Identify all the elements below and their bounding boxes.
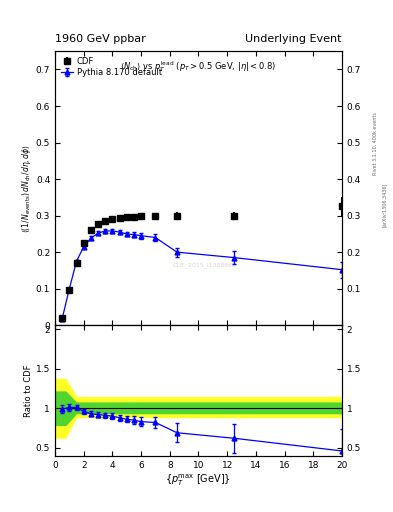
Text: [arXiv:1306.3436]: [arXiv:1306.3436]	[382, 183, 387, 227]
Legend: CDF, Pythia 8.170 default: CDF, Pythia 8.170 default	[59, 55, 163, 78]
Y-axis label: Ratio to CDF: Ratio to CDF	[24, 364, 33, 417]
Text: Rivet 3.1.10, 400k events: Rivet 3.1.10, 400k events	[373, 112, 378, 175]
Text: $\langle N_\mathrm{ch}\rangle$ vs $p_T^\mathrm{lead}$ ($p_T > 0.5$ GeV, $|\eta| : $\langle N_\mathrm{ch}\rangle$ vs $p_T^\…	[120, 59, 277, 74]
X-axis label: $\{p_T^\mathrm{max}$ [GeV]$\}$: $\{p_T^\mathrm{max}$ [GeV]$\}$	[165, 472, 231, 488]
Text: CDF_2015_I1388868: CDF_2015_I1388868	[172, 262, 236, 268]
Text: 1960 GeV ppbar: 1960 GeV ppbar	[55, 33, 146, 44]
Y-axis label: $\langle(1/N_\mathrm{events}) \, dN_\mathrm{ch}/d\eta, d\phi\rangle$: $\langle(1/N_\mathrm{events}) \, dN_\mat…	[20, 144, 33, 232]
Text: Underlying Event: Underlying Event	[245, 33, 342, 44]
